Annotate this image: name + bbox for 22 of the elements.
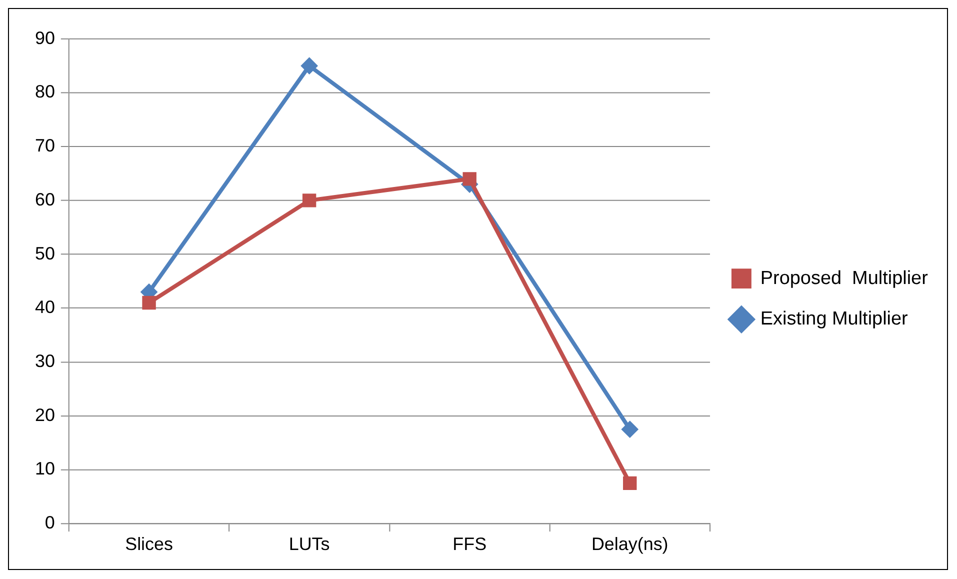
y-tick-label: 80 [34,82,55,102]
legend-label: Existing Multiplier [760,308,908,330]
point [623,476,637,490]
y-tick-label: 30 [34,350,55,371]
y-tick-label: 40 [34,297,55,318]
legend-label: Proposed Multiplier [760,268,928,289]
point [300,57,318,74]
y-tick-label: 70 [34,136,55,156]
x-tick-label: LUTs [288,534,330,554]
y-tick-label: 20 [34,404,55,425]
point [462,172,476,186]
y-tick-label: 0 [44,512,55,533]
y-tick-label: 60 [34,189,55,210]
point [302,194,316,208]
x-tick-label: Slices [125,534,173,554]
y-tick-label: 50 [34,243,55,264]
y-tick-label: 10 [34,458,55,479]
x-tick-label: Delay(ns) [591,534,668,554]
y-tick-label: 90 [34,28,55,48]
point [621,420,638,438]
point [142,296,156,310]
x-tick-label: FFS [452,534,487,554]
